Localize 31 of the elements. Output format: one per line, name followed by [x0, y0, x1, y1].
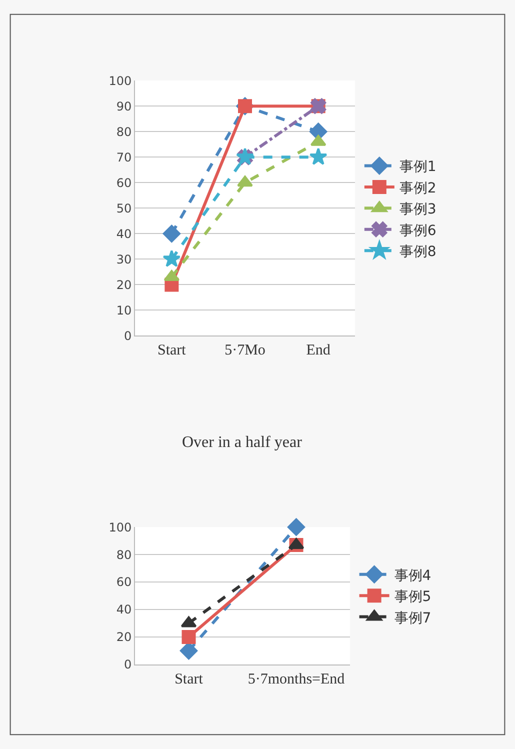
legend-label: 事例1 — [399, 159, 436, 176]
y-tick-label: 100 — [108, 520, 132, 534]
y-tick-label: 0 — [124, 658, 132, 672]
x-tick-label: 5·7Mo — [224, 342, 266, 359]
x-tick-label: End — [306, 342, 331, 359]
y-tick-label: 50 — [116, 201, 132, 216]
legend-label: 事例6 — [399, 222, 436, 239]
y-tick-label: 70 — [116, 150, 132, 164]
x-tick-label: 5·7months=End — [248, 671, 346, 688]
y-tick-label: 80 — [116, 548, 132, 562]
legend-label: 事例5 — [394, 589, 432, 606]
legend-label: 事例8 — [399, 244, 436, 260]
legend-label: 事例2 — [399, 180, 436, 196]
y-tick-label: 10 — [116, 303, 132, 318]
y-tick-label: 100 — [108, 74, 132, 88]
y-tick-label: 60 — [116, 176, 132, 190]
y-tick-label: 30 — [116, 252, 132, 266]
x-tick-label: Start — [174, 671, 204, 688]
chart-title: Over in a half year — [182, 434, 303, 451]
legend-label: 事例3 — [399, 202, 436, 218]
y-tick-label: 80 — [116, 124, 132, 139]
y-tick-label: 40 — [116, 602, 132, 617]
y-tick-label: 0 — [124, 328, 132, 343]
x-tick-label: Start — [158, 342, 187, 359]
y-tick-label: 60 — [116, 575, 132, 590]
y-tick-label: 20 — [116, 278, 132, 292]
legend-label: 事例7 — [394, 610, 432, 626]
y-tick-label: 40 — [116, 226, 132, 241]
y-tick-label: 20 — [116, 630, 132, 644]
legend-label: 事例4 — [394, 568, 432, 584]
y-tick-label: 90 — [116, 99, 132, 114]
